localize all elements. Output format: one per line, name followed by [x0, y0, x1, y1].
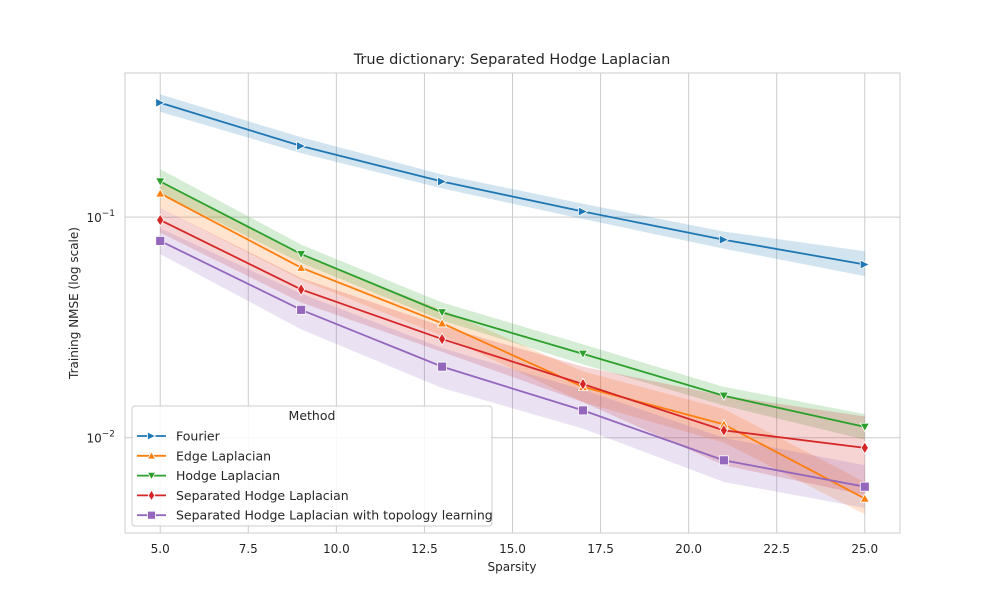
data-point	[437, 361, 447, 372]
series-lines	[159, 101, 866, 500]
y-tick-label: 10−2	[86, 430, 115, 446]
series-line	[159, 219, 865, 449]
data-point	[578, 377, 588, 391]
legend-label: Edge Laplacian	[176, 448, 271, 463]
legend-box	[131, 405, 493, 527]
data-point	[718, 391, 730, 402]
data-point	[295, 262, 307, 272]
data-point	[155, 177, 166, 187]
x-tick-label: 10.0	[323, 542, 350, 556]
x-tick-label: 5.0	[151, 542, 170, 556]
data-point	[859, 493, 870, 503]
x-tick-label: 17.5	[587, 542, 614, 556]
y-tick-label: 10−1	[86, 209, 115, 225]
data-point	[859, 481, 870, 492]
data-point	[297, 282, 306, 297]
data-point	[718, 234, 730, 245]
legend-marker	[146, 450, 157, 460]
chart-title: True dictionary: Separated Hodge Laplaci…	[353, 52, 671, 68]
data-point	[155, 236, 166, 246]
data-point	[719, 423, 728, 437]
data-point	[295, 250, 307, 260]
series-markers	[155, 97, 871, 503]
legend: Method Fourier Edge Laplacian Hodge Laplaci…	[131, 405, 493, 527]
legend-title: Method	[289, 408, 336, 423]
confidence-band	[160, 169, 865, 440]
x-tick-label: 20.0	[675, 542, 702, 556]
data-point	[859, 259, 871, 270]
data-point	[155, 97, 166, 108]
legend-label: Separated Hodge Laplacian	[176, 488, 349, 503]
x-tick-labels: 5.0 7.5 10.0 12.5 15.0 17.5 20.0 22.5 25.0	[151, 542, 878, 556]
data-point	[296, 140, 307, 152]
data-point	[859, 422, 870, 433]
data-point	[437, 332, 447, 346]
data-point	[156, 213, 165, 227]
x-tick-label: 12.5	[411, 542, 438, 556]
y-axis-label: Training NMSE (log scale)	[67, 227, 81, 380]
data-point	[860, 441, 869, 455]
confidence-band	[160, 228, 865, 509]
legend-marker	[146, 471, 157, 481]
x-tick-label: 15.0	[499, 542, 526, 556]
data-point	[718, 455, 729, 466]
data-point	[296, 304, 307, 315]
confidence-band	[160, 207, 865, 496]
series-line	[159, 180, 865, 428]
y-tick-labels: 10−1 10−2	[86, 209, 115, 446]
data-point	[578, 405, 588, 416]
confidence-band	[160, 94, 865, 277]
legend-marker	[147, 510, 156, 520]
series-line	[159, 240, 865, 488]
data-point	[436, 308, 448, 318]
data-point	[578, 206, 589, 217]
plot-frame	[124, 72, 901, 534]
series-line	[159, 101, 865, 266]
series-line	[159, 192, 866, 500]
x-tick-label: 7.5	[239, 542, 258, 556]
data-point	[155, 188, 166, 198]
legend-label: Hodge Laplacian	[176, 468, 280, 483]
x-tick-label: 25.0	[851, 542, 878, 556]
legend-marker	[147, 489, 156, 502]
grid	[125, 73, 900, 533]
legend-label: Fourier	[176, 429, 221, 444]
confidence-band	[160, 181, 865, 515]
x-axis-label: Sparsity	[488, 560, 537, 574]
legend-marker	[147, 431, 157, 441]
confidence-bands	[160, 94, 865, 515]
data-point	[577, 349, 589, 360]
x-tick-label: 22.5	[763, 542, 790, 556]
data-point	[436, 318, 448, 328]
data-point	[437, 176, 448, 187]
legend-label: Separated Hodge Laplacian with topology …	[176, 508, 493, 523]
